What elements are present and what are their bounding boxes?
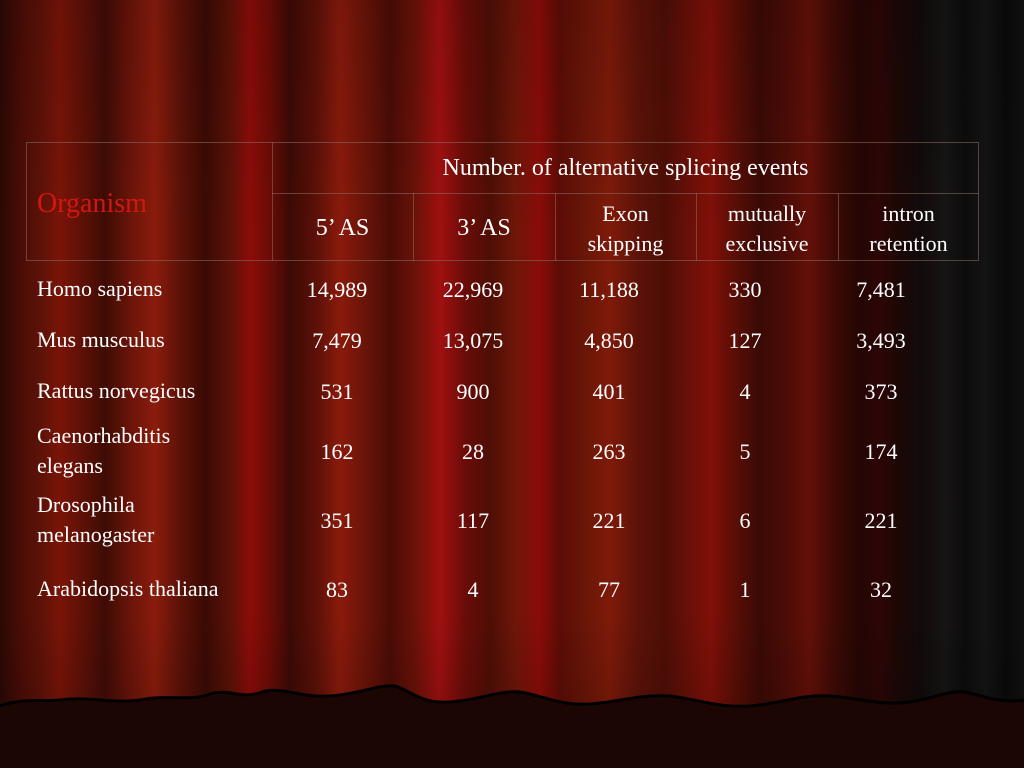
column-divider (272, 142, 273, 261)
cell-value: 531 (320, 379, 354, 404)
row-organism-homo-sapiens: Homo sapiens (37, 276, 163, 301)
cell-value: 7,479 (312, 328, 362, 353)
organism-column-header: Organism (37, 188, 147, 219)
row-organism-mus-musculus: Mus musculus (37, 327, 165, 352)
cell-value: 127 (728, 328, 762, 353)
cell-value: 1 (739, 577, 751, 602)
column-divider (838, 193, 839, 261)
cell-value: 4 (467, 577, 479, 602)
row-organism-caenorhabditis-elegans: Caenorhabditis elegans (37, 423, 171, 478)
cell-value: 22,969 (442, 277, 504, 302)
cell-value: 77 (598, 577, 620, 602)
cell-value: 28 (462, 439, 484, 464)
row-organism-drosophila-melanogaster: Drosophila melanogaster (37, 492, 155, 547)
splicing-events-group-header: Number. of alternative splicing events (442, 155, 809, 181)
cell-value: 11,188 (579, 277, 639, 302)
column-header-intron-retention: intron retention (838, 199, 979, 259)
row-organism-rattus-norvegicus: Rattus norvegicus (37, 378, 196, 403)
cell-value: 330 (728, 277, 762, 302)
column-header-exon-skipping: Exon skipping (555, 199, 696, 259)
column-header-line: mutually (727, 201, 807, 226)
column-header-line: Exon (602, 201, 649, 226)
column-header-5-as: 5’ AS (315, 215, 370, 241)
cell-value: 13,075 (442, 328, 504, 353)
row-organism-arabidopsis-thaliana: Arabidopsis thaliana (37, 576, 219, 601)
cell-value: 4,850 (584, 328, 634, 353)
column-header-line: exclusive (725, 231, 809, 256)
cell-value: 900 (456, 379, 490, 404)
column-header-line: skipping (587, 231, 664, 256)
column-divider (555, 193, 556, 261)
cell-value: 5 (739, 439, 751, 464)
cell-value: 3,493 (856, 328, 906, 353)
column-divider (696, 193, 697, 261)
cell-value: 6 (739, 508, 751, 533)
cell-value: 351 (320, 508, 354, 533)
cell-value: 162 (320, 439, 354, 464)
cell-value: 7,481 (856, 277, 906, 302)
cell-value: 373 (864, 379, 898, 404)
cell-value: 83 (326, 577, 348, 602)
cell-value: 32 (870, 577, 892, 602)
column-header-3-as: 3’ AS (457, 215, 511, 241)
cell-value: 221 (864, 508, 898, 533)
column-divider (413, 193, 414, 261)
column-header-line: retention (869, 231, 948, 256)
column-header-mutually-exclusive: mutually exclusive (696, 199, 838, 259)
cell-value: 174 (864, 439, 898, 464)
cell-value: 263 (592, 439, 626, 464)
curtain-hem (0, 684, 1024, 768)
cell-value: 221 (592, 508, 626, 533)
column-header-line: intron (882, 201, 935, 226)
cell-value: 117 (456, 508, 490, 533)
cell-value: 4 (739, 379, 751, 404)
cell-value: 401 (592, 379, 626, 404)
header-border (26, 142, 979, 261)
header-divider (272, 193, 979, 194)
cell-value: 14,989 (306, 277, 368, 302)
